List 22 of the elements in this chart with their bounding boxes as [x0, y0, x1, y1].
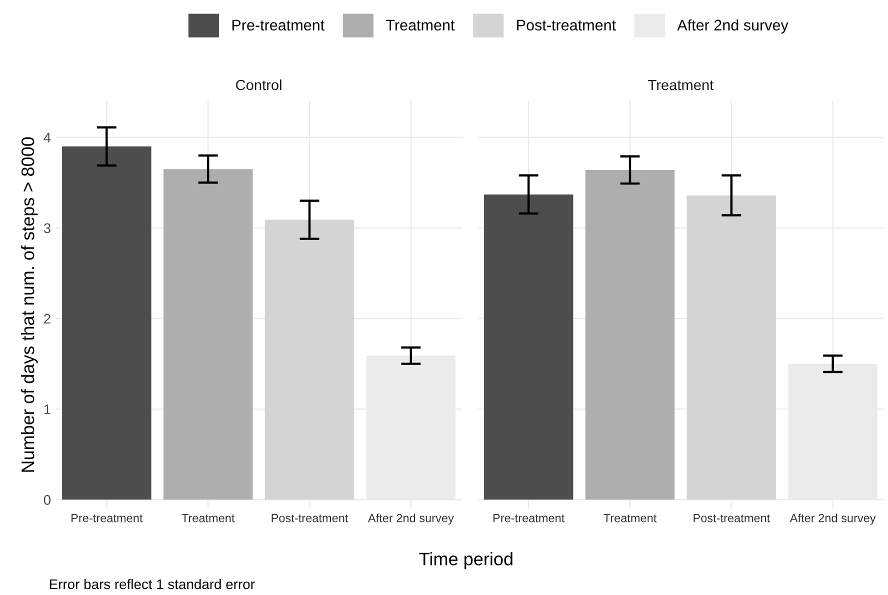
x-tick-label: Treatment: [182, 514, 235, 522]
y-tick-label: 1: [44, 404, 50, 414]
x-tick-label: Treatment: [604, 514, 657, 522]
chart-title: Control: [236, 79, 282, 90]
legend-label: Post-treatment: [517, 20, 616, 31]
x-axis-title: Time period: [419, 552, 512, 569]
x-tick-label: After 2nd survey: [368, 514, 454, 525]
legend-label: Treatment: [386, 20, 455, 31]
x-tick-label: After 2nd survey: [790, 514, 876, 525]
legend-label: Pre-treatment: [232, 20, 324, 31]
y-tick-label: 4: [44, 132, 51, 142]
y-tick-label: 3: [44, 223, 50, 234]
x-tick-label: Pre-treatment: [72, 514, 143, 522]
y-axis-title: Number of days that num. of steps > 8000: [20, 137, 38, 472]
y-tick-label: 2: [44, 314, 50, 324]
legend-label: After 2nd survey: [677, 19, 788, 34]
text: Error bars reflect 1 standard error: [50, 578, 255, 590]
x-tick-label: Post-treatment: [272, 514, 348, 522]
x-tick-label: Pre-treatment: [493, 514, 565, 522]
x-tick-label: Post-treatment: [694, 514, 770, 522]
chart-title: Treatment: [648, 80, 714, 90]
y-tick-label: 0: [44, 495, 51, 505]
